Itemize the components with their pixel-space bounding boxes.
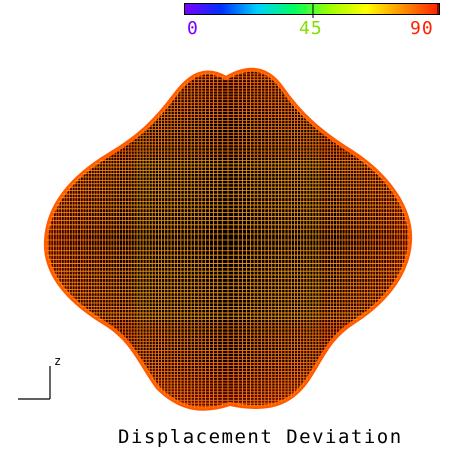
- colorbar-tick-min: 0: [187, 18, 199, 39]
- colorbar: [184, 3, 440, 15]
- colorbar-tick-mid: 45: [299, 18, 323, 39]
- caption: Displacement Deviation: [118, 426, 403, 448]
- axis-indicator: [18, 366, 51, 400]
- axis-label-z: z: [54, 354, 62, 368]
- blob-surface: [43, 67, 413, 411]
- colorbar-tick-max: 90: [410, 18, 434, 39]
